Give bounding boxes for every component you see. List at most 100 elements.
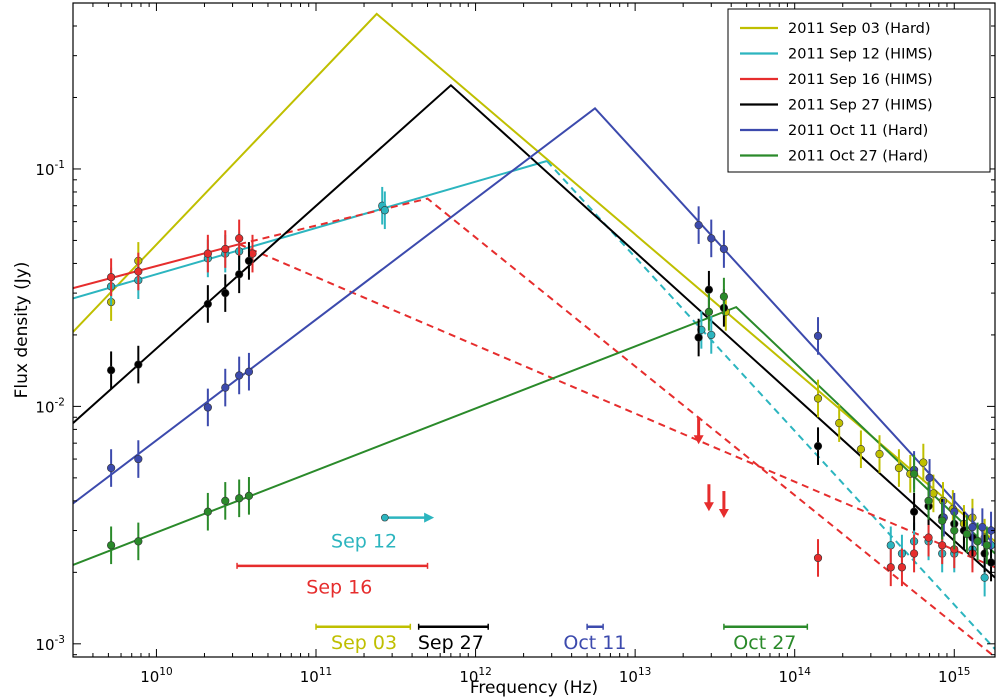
annotation-label: Sep 12 <box>331 530 397 552</box>
data-point <box>694 221 703 230</box>
data-point <box>107 463 116 473</box>
data-point <box>986 558 995 567</box>
data-point <box>694 333 703 342</box>
data-point <box>909 549 919 558</box>
data-point <box>980 573 989 582</box>
data-point <box>982 541 991 550</box>
legend-label: 2011 Sep 03 (Hard) <box>788 21 931 37</box>
data-point <box>203 507 212 516</box>
data-point <box>134 360 143 369</box>
data-point <box>203 403 212 412</box>
model-line <box>73 12 995 543</box>
data-point <box>221 289 230 298</box>
model-line-dashed <box>546 160 995 650</box>
data-point <box>107 273 116 282</box>
legend: 2011 Sep 03 (Hard) 2011 Sep 12 (HIMS) 2011… <box>727 8 991 173</box>
data-point <box>962 529 972 539</box>
data-point <box>924 496 933 505</box>
annotation-label: Sep 03 <box>331 632 397 654</box>
data-point <box>235 371 244 380</box>
x-tick-label: 1010 <box>140 666 172 686</box>
data-point <box>909 469 919 478</box>
annotation-label: Sep 16 <box>306 576 372 598</box>
data-point <box>235 234 244 243</box>
data-point <box>938 541 947 550</box>
legend-box <box>727 8 991 173</box>
data-point <box>897 563 907 572</box>
data-point <box>704 285 714 294</box>
upper-limit-arrow <box>718 509 729 519</box>
data-point <box>221 244 230 254</box>
data-point <box>924 533 933 542</box>
data-point <box>134 537 143 546</box>
data-point <box>244 256 254 265</box>
data-point <box>909 507 919 516</box>
legend-label: 2011 Oct 27 (Hard) <box>788 149 928 165</box>
legend-label: 2011 Sep 27 (HIMS) <box>788 98 933 114</box>
data-point <box>813 553 823 563</box>
annotation-point <box>381 513 389 522</box>
data-point <box>380 206 389 215</box>
data-point <box>813 331 823 341</box>
data-point <box>968 523 977 532</box>
model-line-dashed <box>238 243 995 569</box>
data-point <box>938 516 947 525</box>
x-tick-label: 1011 <box>300 666 332 686</box>
data-point <box>813 442 823 451</box>
data-point <box>719 244 729 254</box>
data-point <box>719 292 729 301</box>
plot-area: Sep 12 Sep 16 Sep 03 Sep 27 Oct 11 Oct 27 <box>73 12 995 657</box>
data-point <box>704 307 714 317</box>
annotation-label: Sep 27 <box>418 632 484 654</box>
upper-limit-arrow <box>703 502 714 512</box>
data-point <box>244 491 254 500</box>
x-axis-title: Frequency (Hz) <box>470 678 598 698</box>
annotation-arrow-head <box>424 512 435 523</box>
data-point <box>835 419 844 428</box>
data-point <box>978 523 987 532</box>
data-point <box>707 330 716 340</box>
data-point <box>221 383 230 392</box>
legend-label: 2011 Sep 12 (HIMS) <box>788 47 933 63</box>
data-point <box>929 489 938 498</box>
data-point <box>244 367 254 376</box>
data-point <box>203 299 212 309</box>
data-point <box>950 526 959 535</box>
x-tick-label: 1015 <box>938 666 970 686</box>
model-line <box>73 83 995 579</box>
annotation-label: Oct 11 <box>563 632 626 654</box>
data-point <box>973 537 982 546</box>
x-tick-label: 1012 <box>459 666 491 686</box>
legend-label: 2011 Oct 11 (Hard) <box>788 123 928 139</box>
data-point <box>134 454 143 464</box>
data-point <box>107 366 116 375</box>
data-point <box>235 270 244 279</box>
plot-frame <box>72 2 996 658</box>
data-point <box>203 249 212 258</box>
legend-label: 2011 Sep 16 (HIMS) <box>788 72 933 88</box>
model-line <box>73 160 548 300</box>
data-point <box>813 394 823 403</box>
y-tick-label: 10-3 <box>35 634 65 654</box>
data-point <box>707 234 716 243</box>
data-point <box>221 496 230 505</box>
data-point <box>925 473 934 482</box>
model-line-dashed <box>238 197 995 657</box>
data-point <box>886 563 895 572</box>
data-point <box>875 449 884 459</box>
y-tick-label: 10-1 <box>35 159 65 179</box>
x-tick-label: 1014 <box>778 666 811 686</box>
model-line <box>73 243 240 290</box>
x-tick-label: 1013 <box>619 666 651 686</box>
upper-limit-arrow <box>693 435 704 445</box>
data-point <box>886 541 895 550</box>
data-point <box>919 458 928 467</box>
data-point <box>235 494 244 503</box>
data-point <box>107 541 116 550</box>
data-point <box>894 463 904 473</box>
data-point <box>134 267 143 276</box>
data-point <box>856 445 866 454</box>
y-axis-title: Flux density (Jy) <box>12 262 32 399</box>
annotation-label: Oct 27 <box>733 632 796 654</box>
